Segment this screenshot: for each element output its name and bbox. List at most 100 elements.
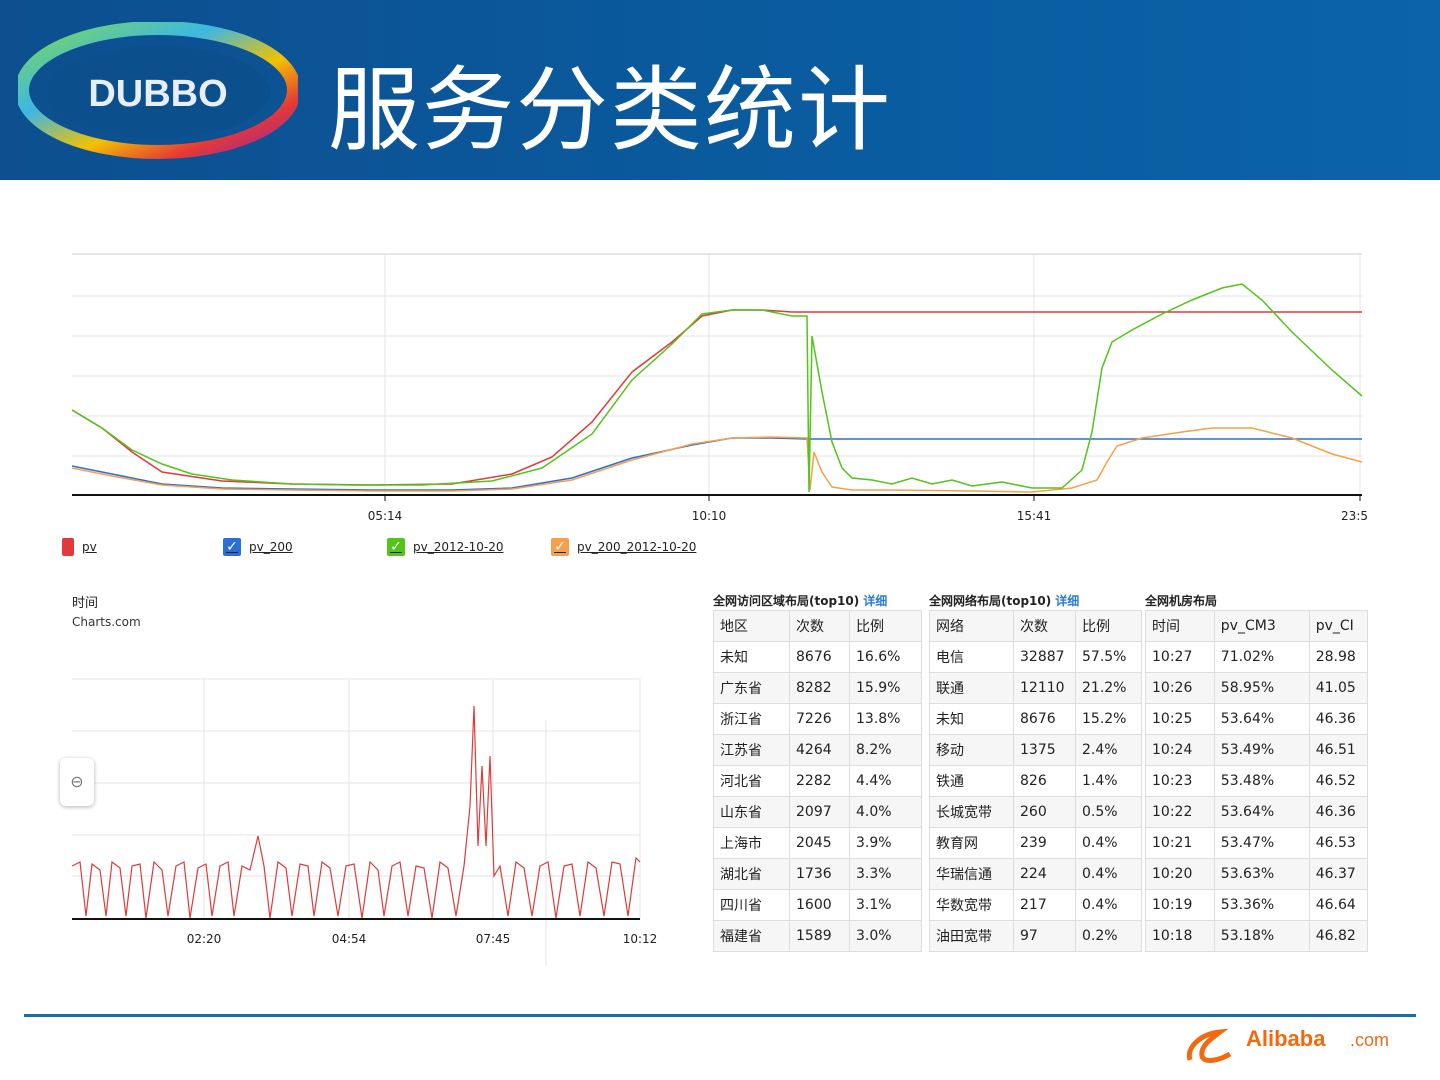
table-cell: 239	[1013, 827, 1076, 859]
table-row: 铁通 826 1.4%	[929, 765, 1142, 797]
legend-pv_200_2012-10-20[interactable]: ✓ pv_200_2012-10-20	[551, 538, 696, 556]
table-cell: 260	[1013, 796, 1076, 828]
top-x-tick: 05:14	[368, 509, 403, 523]
table-cell: 联通	[929, 672, 1014, 704]
network-table: 网络 次数 比例 电信 32887 57.5% 联通 12110 21.2% 未知 8676 15.2…	[929, 610, 1142, 952]
room-table-panel: 全网机房布局 时间 pv_CM3 pv_CI 10:27 71.02% 28.98 10:2…	[1145, 592, 1368, 952]
page-title: 服务分类统计	[328, 57, 893, 164]
table-cell: 53.18%	[1213, 920, 1310, 952]
table-row: 电信 32887 57.5%	[929, 641, 1142, 673]
logo-text: DUBBO	[88, 73, 227, 115]
table-row: 华数宽带 217 0.4%	[929, 889, 1142, 921]
table-header-cell: 网络	[929, 610, 1014, 642]
bottom-line-chart: 02:20 04:54 07:45 10:12	[72, 678, 657, 966]
table-cell: 4.4%	[849, 765, 922, 797]
table-cell: 2045	[789, 827, 850, 859]
table-cell: 10:27	[1145, 641, 1215, 673]
table-cell: 3.0%	[849, 920, 922, 952]
alibaba-suffix: .com	[1350, 1030, 1389, 1050]
table-cell: 12110	[1013, 672, 1076, 704]
table-cell: 10:19	[1145, 889, 1215, 921]
table-cell: 移动	[929, 734, 1014, 766]
top-line-chart: 05:14 10:10 15:41 23:5	[72, 253, 1368, 523]
table-header-cell: 时间	[1145, 610, 1215, 642]
network-table-title: 全网网络布局(top10) 详细	[929, 594, 1080, 608]
table-cell: 826	[1013, 765, 1076, 797]
table-cell: 46.51	[1308, 734, 1368, 766]
table-row: 浙江省 7226 13.8%	[713, 703, 922, 735]
checkbox-icon[interactable]	[62, 538, 74, 556]
table-cell: 28.98	[1308, 641, 1368, 673]
table-cell: 2282	[789, 765, 850, 797]
table-header-cell: 地区	[713, 610, 790, 642]
table-cell: 0.4%	[1075, 889, 1142, 921]
table-header-cell: 次数	[789, 610, 850, 642]
table-row: 河北省 2282 4.4%	[713, 765, 922, 797]
table-cell: 3.3%	[849, 858, 922, 890]
region-table-panel: 全网访问区域布局(top10) 详细 地区 次数 比例 未知 8676 16.6% 广东省 82…	[713, 592, 922, 952]
table-row: 10:21 53.47% 46.53	[1145, 827, 1368, 859]
table-row: 上海市 2045 3.9%	[713, 827, 922, 859]
table-row: 四川省 1600 3.1%	[713, 889, 922, 921]
table-cell: 0.5%	[1075, 796, 1142, 828]
table-cell: 46.52	[1308, 765, 1368, 797]
legend-pv_200[interactable]: ✓ pv_200	[223, 538, 293, 556]
checkbox-checked-icon[interactable]: ✓	[551, 538, 569, 556]
checkbox-checked-icon[interactable]: ✓	[223, 538, 241, 556]
legend-pv_2012-10-20[interactable]: ✓ pv_2012-10-20	[387, 538, 503, 556]
table-cell: 10:20	[1145, 858, 1215, 890]
table-row: 教育网 239 0.4%	[929, 827, 1142, 859]
table-cell: 3.9%	[849, 827, 922, 859]
table-cell: 46.36	[1308, 703, 1368, 735]
table-row: 10:25 53.64% 46.36	[1145, 703, 1368, 735]
table-row: 10:26 58.95% 41.05	[1145, 672, 1368, 704]
table-row: 10:20 53.63% 46.37	[1145, 858, 1368, 890]
table-cell: 上海市	[713, 827, 790, 859]
table-cell: 32887	[1013, 641, 1076, 673]
table-cell: 46.82	[1308, 920, 1368, 952]
table-row: 湖北省 1736 3.3%	[713, 858, 922, 890]
table-cell: 2097	[789, 796, 850, 828]
table-cell: 8282	[789, 672, 850, 704]
table-row: 江苏省 4264 8.2%	[713, 734, 922, 766]
table-cell: 1375	[1013, 734, 1076, 766]
table-cell: 8.2%	[849, 734, 922, 766]
table-cell: 10:25	[1145, 703, 1215, 735]
table-cell: 21.2%	[1075, 672, 1142, 704]
table-cell: 46.53	[1308, 827, 1368, 859]
table-cell: 10:26	[1145, 672, 1215, 704]
table-cell: 53.64%	[1213, 703, 1310, 735]
legend-label: pv	[82, 540, 97, 554]
series-pv_200_2012-10-20	[72, 427, 1363, 493]
bottom-x-tick: 02:20	[187, 932, 222, 946]
table-cell: 46.64	[1308, 889, 1368, 921]
bottom-chart-title: 时间	[72, 596, 99, 611]
bottom-series-line	[72, 705, 641, 919]
zoom-reset-icon[interactable]: ⊖	[60, 758, 94, 806]
table-cell: 4264	[789, 734, 850, 766]
dubbo-logo: DUBBO	[18, 22, 298, 159]
region-detail-link[interactable]: 详细	[863, 594, 888, 608]
table-cell: 1.4%	[1075, 765, 1142, 797]
top-x-tick: 15:41	[1017, 509, 1052, 523]
table-cell: 油田宽带	[929, 920, 1014, 952]
table-cell: 0.2%	[1075, 920, 1142, 952]
table-cell: 13.8%	[849, 703, 922, 735]
bottom-x-tick: 07:45	[476, 932, 511, 946]
bottom-chart-credit: Charts.com	[72, 615, 141, 629]
legend-pv[interactable]: pv	[62, 538, 97, 556]
table-cell: 10:18	[1145, 920, 1215, 952]
top-x-tick: 10:10	[692, 509, 727, 523]
table-cell: 四川省	[713, 889, 790, 921]
checkbox-checked-icon[interactable]: ✓	[387, 538, 405, 556]
bottom-x-tick: 04:54	[332, 932, 367, 946]
table-cell: 山东省	[713, 796, 790, 828]
table-header-cell: pv_CM3	[1213, 610, 1310, 642]
table-header-cell: 次数	[1013, 610, 1076, 642]
table-row: 联通 12110 21.2%	[929, 672, 1142, 704]
table-row: 未知 8676 15.2%	[929, 703, 1142, 735]
table-cell: 57.5%	[1075, 641, 1142, 673]
network-detail-link[interactable]: 详细	[1055, 594, 1080, 608]
table-cell: 10:22	[1145, 796, 1215, 828]
table-cell: 15.2%	[1075, 703, 1142, 735]
